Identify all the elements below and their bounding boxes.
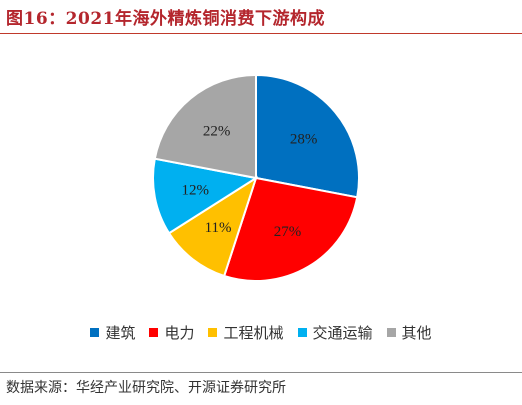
legend-swatch-1 xyxy=(90,328,100,337)
chart-legend: 建筑 电力 工程机械 交通运输 其他 xyxy=(0,322,522,343)
pie-slice-4 xyxy=(152,157,259,235)
legend-item-1: 建筑 xyxy=(90,322,135,343)
legend-item-5: 其他 xyxy=(386,322,432,343)
slice-label-3: 11% xyxy=(205,220,232,236)
legend-label-4: 交通运输 xyxy=(312,324,373,342)
chart-title: 图16：2021年海外精炼铜消费下游构成 xyxy=(6,9,325,29)
pie-labels: 28% 27% 11% 12% 22% xyxy=(182,123,318,240)
source-note: 数据来源：华经产业研究院、开源证券研究所 xyxy=(6,380,286,396)
legend-item-3: 工程机械 xyxy=(208,322,284,343)
legend-swatch-4 xyxy=(297,328,307,337)
legend-label-2: 电力 xyxy=(164,324,195,342)
slice-label-2: 27% xyxy=(274,224,302,240)
legend-item-2: 电力 xyxy=(149,322,194,343)
legend-swatch-5 xyxy=(386,328,396,337)
slice-label-4: 12% xyxy=(182,183,210,199)
legend-label-5: 其他 xyxy=(401,324,432,342)
legend-label-3: 工程机械 xyxy=(223,324,284,342)
source-rule xyxy=(0,372,522,373)
slice-label-5: 22% xyxy=(203,123,231,139)
legend-swatch-3 xyxy=(208,328,218,337)
legend-item-4: 交通运输 xyxy=(297,322,373,343)
pie-slice-3 xyxy=(167,175,258,278)
legend-label-1: 建筑 xyxy=(105,324,136,342)
pie-slice-1 xyxy=(255,73,360,199)
slice-label-1: 28% xyxy=(290,132,318,148)
pie-chart: 28% 27% 11% 12% 22% xyxy=(152,73,360,282)
legend-swatch-2 xyxy=(149,328,159,337)
pie-slice-2 xyxy=(222,176,359,282)
pie-slice-5 xyxy=(153,73,257,180)
pie-slices xyxy=(152,73,360,282)
title-rule xyxy=(0,33,522,34)
